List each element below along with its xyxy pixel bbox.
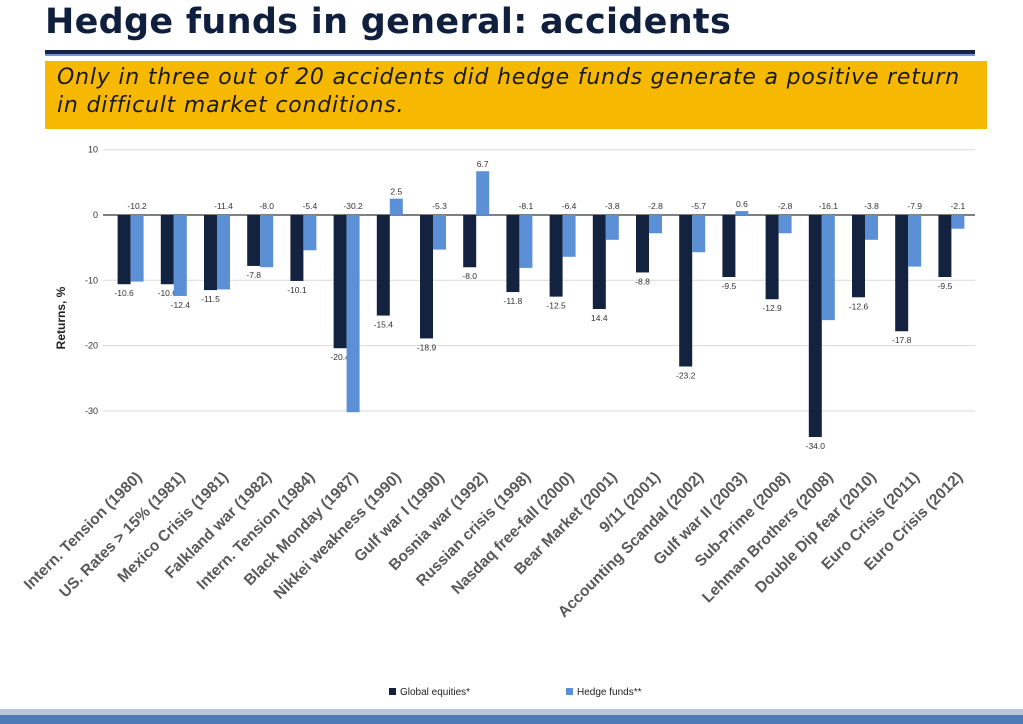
equities-bar (463, 215, 477, 268)
equities-data-label: -11.5 (201, 294, 220, 304)
equities-data-label: -10.6 (114, 288, 134, 298)
title-underline-accent (45, 54, 975, 56)
equities-data-label: -18.9 (417, 342, 437, 352)
hedge-fund-data-label: -2.8 (778, 201, 793, 211)
hedge-fund-data-label: -2.1 (951, 201, 966, 211)
hedge-fund-bar (951, 215, 965, 229)
equities-bar (636, 215, 649, 273)
equities-bar (117, 215, 131, 285)
legend-swatch-hedge-funds (566, 688, 573, 695)
hedge-fund-data-label: -6.4 (562, 201, 577, 211)
y-axis-label: Returns, % (54, 286, 68, 349)
equities-bar (549, 215, 563, 297)
equities-data-label: -15.4 (374, 320, 394, 330)
equities-bar (247, 215, 261, 266)
hedge-fund-bar (735, 211, 749, 215)
title-underline (45, 50, 975, 54)
footer-band-dark (0, 715, 1023, 724)
hedge-fund-data-label: -3.8 (605, 201, 620, 211)
equities-data-label: -9.5 (722, 281, 737, 291)
hedge-fund-data-label: 6.7 (477, 159, 489, 169)
hedge-fund-bar (303, 215, 317, 251)
hedge-fund-data-label: -8.0 (259, 201, 274, 211)
equities-bar (160, 215, 174, 285)
slide-title: Hedge funds in general: accidents (45, 2, 732, 42)
y-tick-label: 10 (88, 145, 98, 155)
y-tick-label: -30 (85, 406, 98, 416)
hedge-fund-bar (173, 215, 187, 296)
equities-data-label: -12.6 (849, 301, 869, 311)
equities-bar (808, 215, 822, 438)
hedge-fund-bar (908, 215, 922, 267)
callout-box: Only in three out of 20 accidents did he… (45, 61, 987, 129)
equities-data-label: -8.0 (462, 271, 477, 281)
hedge-fund-bar (562, 215, 576, 257)
equities-bar (938, 215, 952, 278)
hedge-fund-bar (519, 215, 533, 268)
hedge-fund-bar (605, 215, 619, 240)
equities-bar (506, 215, 520, 293)
hedge-fund-data-label: -30.2 (343, 201, 363, 211)
equities-data-label: -8.8 (635, 276, 650, 286)
hedge-fund-bar (130, 215, 144, 282)
hedge-fund-data-label: -10.2 (127, 201, 147, 211)
hedge-fund-bar (692, 215, 706, 253)
hedge-fund-data-label: -3.8 (864, 201, 879, 211)
equities-data-label: -23.2 (676, 370, 696, 380)
equities-data-label: -11.8 (504, 296, 523, 306)
equities-data-label: -9.5 (938, 281, 953, 291)
hedge-fund-data-label: -16.1 (819, 201, 839, 211)
equities-bar (852, 215, 865, 298)
legend-label-hedge-funds: Hedge funds** (577, 687, 642, 698)
equities-data-label: -12.9 (762, 303, 782, 313)
hedge-fund-data-label: -8.1 (519, 201, 534, 211)
hedge-fund-bar (346, 215, 360, 413)
hedge-fund-bar (389, 198, 403, 215)
footer-band-light (0, 709, 1023, 715)
hedge-fund-data-label: -5.7 (691, 201, 706, 211)
hedge-fund-data-label: -5.4 (303, 201, 318, 211)
y-tick-label: 0 (93, 210, 98, 220)
y-tick-label: -20 (85, 341, 98, 351)
equities-bar (333, 215, 347, 349)
equities-bar (895, 215, 909, 332)
hedge-fund-data-label: -7.9 (907, 201, 922, 211)
hedge-fund-data-label: 0.6 (736, 199, 748, 209)
equities-data-label: -12.5 (546, 301, 566, 311)
equities-data-label: -20.4 (330, 352, 350, 362)
hedge-fund-bar (778, 215, 792, 234)
hedge-fund-bar (821, 215, 835, 321)
equities-data-label: -10.6 (158, 288, 178, 298)
hedge-fund-data-label: -12.4 (171, 300, 191, 310)
equities-data-label: -10.1 (287, 285, 307, 295)
equities-data-label: 14.4 (591, 313, 608, 323)
hedge-fund-bar (649, 215, 662, 234)
hedge-fund-bar (476, 171, 490, 215)
equities-bar (765, 215, 779, 300)
hedge-fund-bar (433, 215, 446, 250)
equities-bar (204, 215, 217, 291)
equities-data-label: -7.8 (246, 270, 261, 280)
legend-swatch-equities (389, 688, 396, 695)
hedge-fund-data-label: 2.5 (390, 187, 402, 197)
equities-bar (679, 215, 693, 367)
hedge-fund-bar (865, 215, 878, 240)
equities-data-label: -34.0 (806, 441, 826, 451)
legend-label-equities: Global equities* (400, 687, 470, 698)
hedge-fund-data-label: -2.8 (648, 201, 663, 211)
hedge-fund-bar (260, 215, 274, 268)
equities-data-label: -17.8 (892, 335, 912, 345)
equities-bar (722, 215, 736, 278)
equities-bar (592, 215, 606, 310)
y-tick-label: -10 (85, 275, 98, 285)
equities-bar (420, 215, 433, 339)
hedge-fund-data-label: -5.3 (432, 201, 447, 211)
callout-text: Only in three out of 20 accidents did he… (57, 65, 961, 118)
equities-bar (376, 215, 390, 316)
hedge-fund-data-label: -11.4 (214, 201, 233, 211)
equities-bar (290, 215, 304, 281)
hedge-fund-bar (217, 215, 230, 290)
